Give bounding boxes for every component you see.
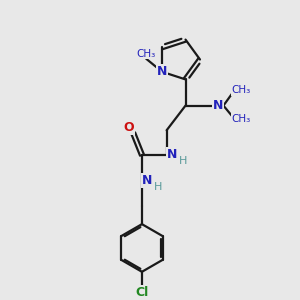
Text: N: N (157, 65, 167, 78)
Text: CH₃: CH₃ (232, 114, 251, 124)
Text: N: N (142, 174, 152, 187)
Text: O: O (124, 121, 134, 134)
Text: CH₃: CH₃ (136, 49, 156, 58)
Text: H: H (178, 156, 187, 166)
Text: Cl: Cl (135, 286, 148, 298)
Text: N: N (213, 99, 223, 112)
Text: N: N (167, 148, 177, 161)
Text: CH₃: CH₃ (232, 85, 251, 95)
Text: H: H (154, 182, 162, 192)
